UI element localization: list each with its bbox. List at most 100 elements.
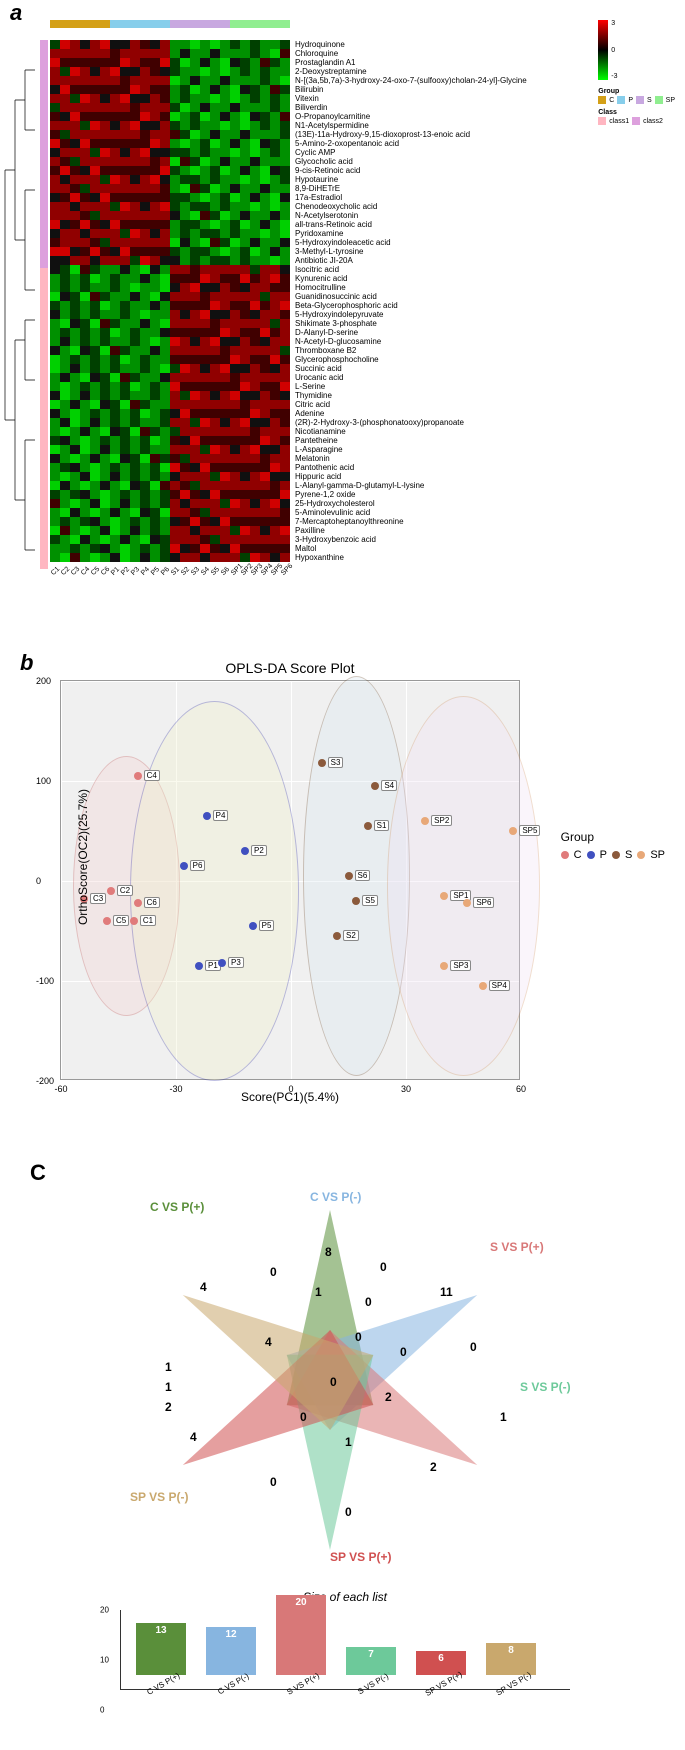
venn-set-label: SP VS P(+) — [330, 1550, 391, 1564]
heatmap-cell — [110, 355, 120, 364]
heatmap-cell — [180, 517, 190, 526]
row-label: Shikimate 3-phosphate — [295, 319, 527, 328]
heatmap-cell — [160, 274, 170, 283]
heatmap-cell — [190, 400, 200, 409]
heatmap-cell — [80, 400, 90, 409]
heatmap-cell — [210, 346, 220, 355]
heatmap-cell — [230, 337, 240, 346]
heatmap-cell — [280, 274, 290, 283]
row-label: Glycerophosphocholine — [295, 355, 527, 364]
venn-count: 4 — [265, 1335, 272, 1349]
heatmap-cell — [260, 40, 270, 49]
heatmap-cell — [220, 94, 230, 103]
heatmap-cell — [210, 355, 220, 364]
point-label: S5 — [362, 895, 378, 906]
heatmap-cell — [190, 301, 200, 310]
heatmap-cell — [90, 40, 100, 49]
heatmap-cell — [260, 400, 270, 409]
heatmap-cell — [210, 526, 220, 535]
heatmap-cell — [270, 247, 280, 256]
heatmap-cell — [120, 319, 130, 328]
heatmap-cell — [70, 346, 80, 355]
bar-item: 6SP VS P(+) — [411, 1651, 471, 1689]
heatmap-cell — [80, 445, 90, 454]
heatmap-cell — [150, 409, 160, 418]
heatmap-cell — [110, 436, 120, 445]
heatmap-cell — [200, 481, 210, 490]
venn-barchart: 20 10 0 13C VS P(+)12C VS P(-)20S VS P(+… — [120, 1610, 570, 1710]
heatmap-cell — [80, 67, 90, 76]
heatmap-cell — [110, 139, 120, 148]
heatmap-cell — [280, 121, 290, 130]
heatmap-cell — [180, 535, 190, 544]
venn-count: 8 — [325, 1245, 332, 1259]
heatmap-cell — [140, 112, 150, 121]
heatmap-cell — [270, 310, 280, 319]
heatmap-cell — [210, 49, 220, 58]
heatmap-cell — [210, 463, 220, 472]
heatmap-cell — [260, 346, 270, 355]
heatmap-cell — [240, 454, 250, 463]
heatmap-cell — [50, 121, 60, 130]
heatmap-cell — [100, 175, 110, 184]
heatmap-cell — [90, 166, 100, 175]
row-label: Kynurenic acid — [295, 274, 527, 283]
heatmap-cell — [120, 256, 130, 265]
point-label: C6 — [144, 897, 160, 908]
heatmap-cell — [260, 211, 270, 220]
heatmap-cell — [110, 103, 120, 112]
heatmap-cell — [60, 292, 70, 301]
heatmap-cell — [270, 481, 280, 490]
heatmap-cell — [220, 373, 230, 382]
heatmap-cell — [210, 418, 220, 427]
class-segment — [40, 496, 48, 505]
heatmap-cell — [70, 508, 80, 517]
heatmap-cell — [190, 103, 200, 112]
heatmap-cell — [80, 76, 90, 85]
class-segment — [40, 296, 48, 305]
heatmap-cell — [210, 301, 220, 310]
heatmap-cell — [90, 526, 100, 535]
heatmap-cell — [60, 238, 70, 247]
heatmap-cell — [170, 274, 180, 283]
heatmap-cell — [260, 499, 270, 508]
class-segment — [40, 405, 48, 414]
heatmap-cell — [160, 310, 170, 319]
row-label: 5-Amino-2-oxopentanoic acid — [295, 139, 527, 148]
heatmap-cell — [70, 283, 80, 292]
heatmap-cell — [260, 310, 270, 319]
heatmap-cell — [90, 355, 100, 364]
class-segment — [40, 77, 48, 86]
heatmap-cell — [140, 481, 150, 490]
heatmap-cell — [210, 202, 220, 211]
heatmap-cell — [280, 247, 290, 256]
row-label: D-Alanyl-D-serine — [295, 328, 527, 337]
heatmap-cell — [200, 121, 210, 130]
heatmap-cell — [110, 517, 120, 526]
heatmap-cell — [160, 436, 170, 445]
heatmap-cell — [190, 382, 200, 391]
heatmap-cell — [50, 220, 60, 229]
class-segment — [40, 451, 48, 460]
heatmap-cell — [150, 310, 160, 319]
heatmap-cell — [230, 193, 240, 202]
point-label: P3 — [228, 957, 244, 968]
data-point — [134, 772, 142, 780]
heatmap-cell — [100, 490, 110, 499]
heatmap-cell — [270, 319, 280, 328]
heatmap-cell — [170, 121, 180, 130]
class-segment — [40, 387, 48, 396]
heatmap-cell — [130, 292, 140, 301]
heatmap-cell — [190, 265, 200, 274]
heatmap-cell — [100, 85, 110, 94]
heatmap-cell — [110, 274, 120, 283]
heatmap-cell — [170, 49, 180, 58]
heatmap-cell — [180, 301, 190, 310]
heatmap-cell — [60, 409, 70, 418]
heatmap-cell — [70, 121, 80, 130]
class-segment — [40, 551, 48, 560]
class-segment — [40, 241, 48, 250]
heatmap-cell — [60, 175, 70, 184]
row-label: Pantetheine — [295, 436, 527, 445]
row-label: 5-Hydroxyindoleacetic acid — [295, 238, 527, 247]
